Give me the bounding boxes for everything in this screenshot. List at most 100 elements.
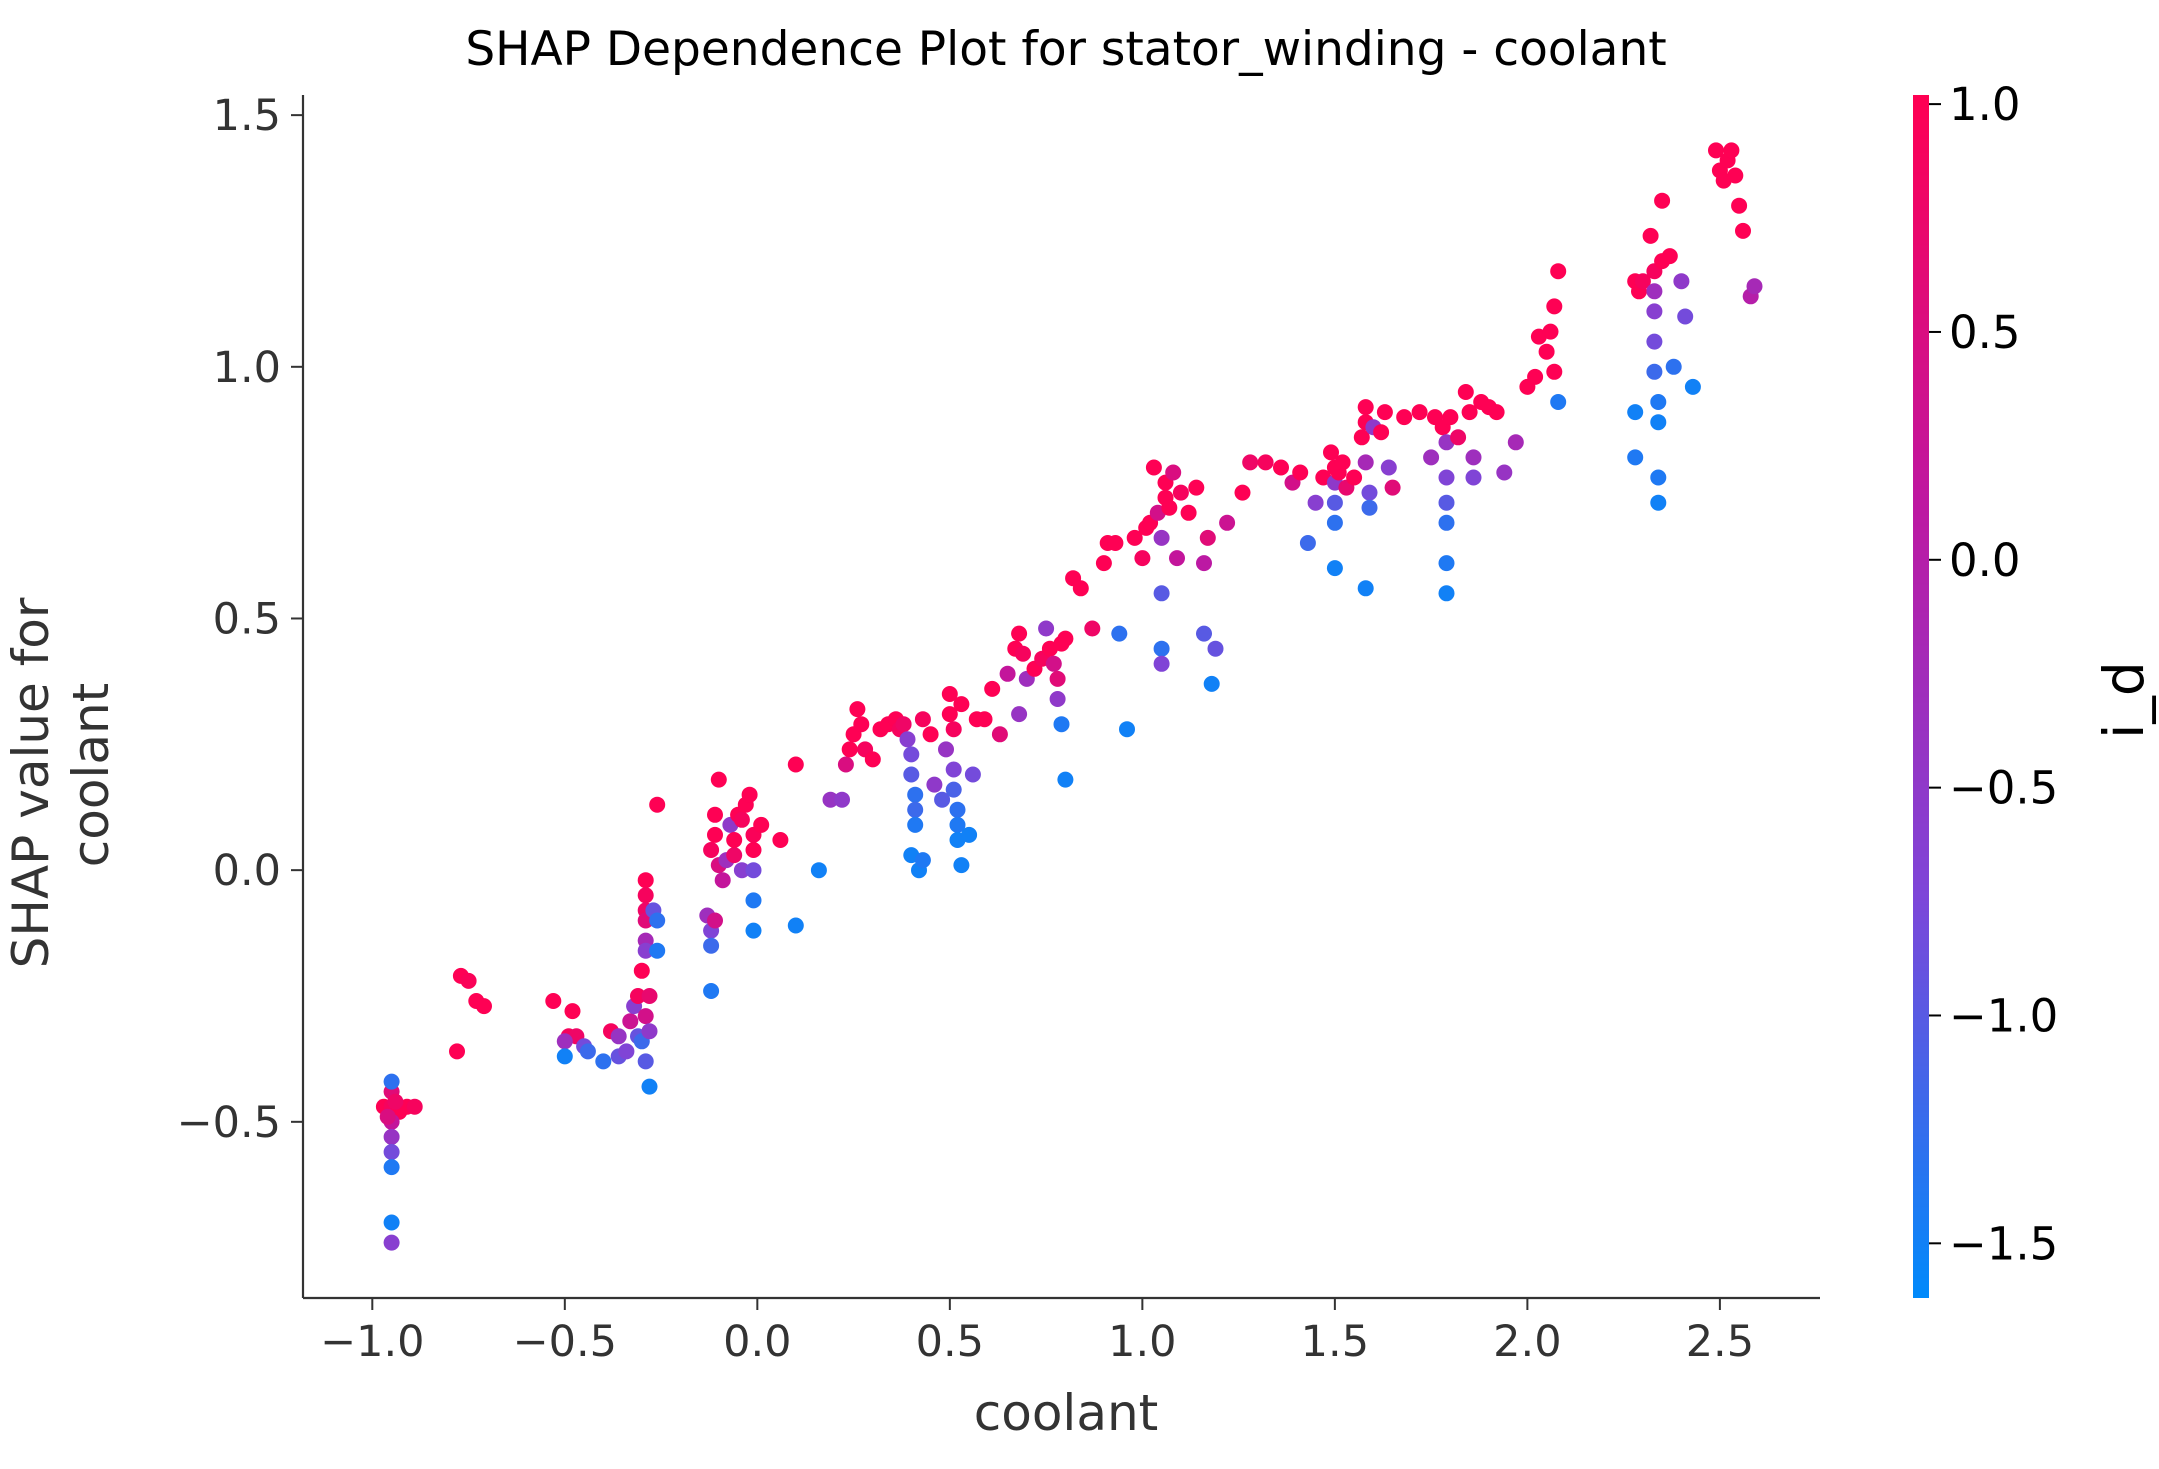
scatter-point [1376,404,1393,421]
scatter-point [1053,716,1070,733]
scatter-point [1361,499,1378,516]
scatter-point [1219,514,1236,531]
scatter-point [1538,343,1555,360]
scatter-point [622,1013,639,1030]
scatter-point [726,832,743,848]
y-axis-label: SHAP value for coolant [2,582,120,969]
scatter-point [1049,691,1066,707]
y-tick-label: 0.5 [213,594,281,644]
chart-title: SHAP Dependence Plot for stator_winding … [465,22,1666,77]
scatter-point [1011,706,1028,723]
scatter-point [610,1028,627,1045]
scatter-point [1708,142,1724,159]
scatter-point [1646,333,1663,350]
scatter-point [1169,550,1185,567]
scatter-point [714,872,731,889]
scatter-point [822,791,839,808]
scatter-point [1438,469,1455,486]
scatter-point [1045,655,1062,672]
scatter-point [949,801,966,818]
scatter-point [1361,484,1378,501]
scatter-point [1273,459,1289,476]
colorbar-tick-label: −1.5 [1949,1217,2058,1270]
scatter-point [1196,555,1212,572]
scatter-point [853,716,870,733]
scatter-point [1646,363,1663,380]
scatter-point [703,842,720,858]
y-axis-label-line-2: coolant [62,683,120,868]
scatter-point [710,771,727,788]
x-tick-label: 2.5 [1686,1317,1754,1367]
colorbar-tick-label: 1.0 [1949,78,2021,131]
scatter-point [922,726,939,743]
scatter-point [1357,399,1374,416]
scatter-point [1049,670,1066,687]
scatter-point [903,766,920,783]
scatter-point [976,711,993,728]
scatter-point [641,1023,658,1040]
scatter-point [938,741,954,758]
scatter-point [1450,429,1467,446]
scatter-point [1153,529,1170,546]
scatter-point [914,711,931,728]
x-axis-label: coolant [974,1384,1159,1442]
scatter-point [1627,449,1644,466]
scatter-point [1654,192,1671,209]
scatter-point [1423,449,1440,466]
scatter-point [637,942,654,959]
scatter-point [630,988,646,1004]
x-tick-label: 1.0 [1108,1317,1176,1367]
scatter-point [1084,620,1101,637]
scatter-point [1461,404,1478,421]
scatter-point [953,696,970,713]
scatter-point [941,706,958,723]
colorbar-tick-label: 0.0 [1949,534,2021,587]
scatter-point [787,917,804,934]
scatter-point [1373,424,1390,441]
x-tick-label: 2.0 [1493,1317,1561,1367]
scatter-point [914,852,931,869]
scatter-point [1496,464,1513,481]
scatter-point [1323,444,1339,461]
scatter-point [1457,384,1474,400]
scatter-point [556,1048,573,1065]
scatter-point [1153,640,1170,657]
scatter-point [726,847,743,864]
scatter-point [641,1078,658,1095]
scatter-point [1684,378,1701,395]
scatter-point [945,721,962,738]
scatter-point [1107,535,1124,551]
scatter-point [633,962,650,979]
scatter-point [926,776,943,793]
scatter-point [1438,555,1455,572]
scatter-point [1746,278,1763,295]
scatter-point [556,1033,573,1050]
scatter-point [753,816,770,833]
scatter-point [1650,394,1667,410]
axes-area: −1.0 −0.5 0.0 0.5 1.0 1.5 2.0 2.5 −0.5 0.0 0.5 1.0 1… [177,91,1820,1367]
y-tick-label: −0.5 [177,1098,281,1148]
scatter-point [1242,454,1259,471]
scatter-point [383,1073,400,1090]
scatter-point [1057,630,1074,647]
x-tick-label: 0.0 [723,1317,791,1367]
scatter-point [895,716,912,733]
scatter-point [1299,535,1316,551]
scatter-point [907,801,924,818]
scatter-point [1307,494,1324,511]
scatter-point [1442,409,1459,426]
scatter-point [1207,640,1224,657]
scatter-point [837,756,854,773]
scatter-point [945,761,962,778]
scatter-point [1661,248,1678,265]
scatter-point [649,912,666,929]
scatter-point [649,942,666,959]
scatter-point [841,741,858,758]
scatter-point [1411,404,1428,421]
scatter-point [899,731,916,748]
scatter-point [1126,529,1143,546]
scatter-point [1015,645,1031,662]
colorbar: i_d 1.0 0.5 0.0 −0.5 −1.0 −1.5 [1913,78,2156,1298]
